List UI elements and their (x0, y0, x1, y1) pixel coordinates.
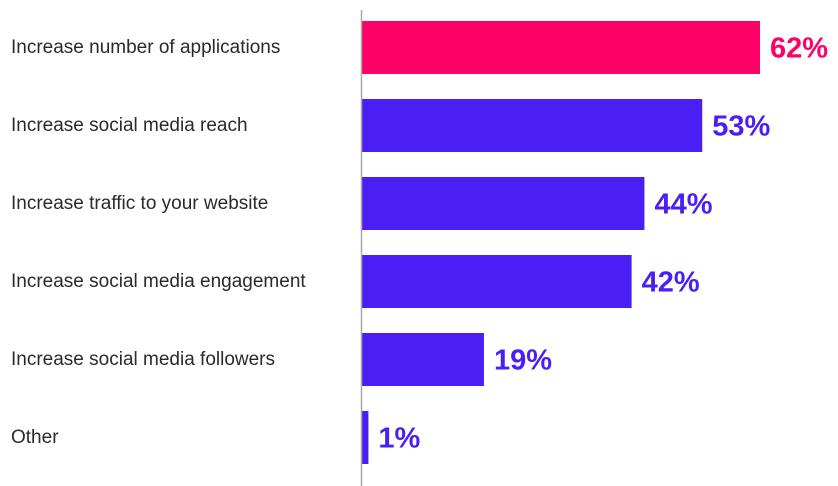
value-label-3: 42% (642, 267, 700, 299)
category-label-1: Increase social media reach (11, 115, 248, 136)
bar-0 (362, 21, 760, 74)
category-label-4: Increase social media followers (11, 349, 275, 370)
bar-1 (362, 99, 703, 152)
bar-5 (362, 411, 369, 464)
bar-4 (362, 333, 484, 386)
category-label-2: Increase traffic to your website (11, 193, 268, 214)
value-label-5: 1% (378, 423, 420, 455)
value-label-0: 62% (770, 33, 828, 65)
bar-2 (362, 177, 645, 230)
bars-group (362, 21, 760, 464)
category-label-0: Increase number of applications (11, 37, 280, 58)
value-label-4: 19% (494, 345, 552, 377)
value-label-2: 44% (654, 189, 712, 221)
bar-3 (362, 255, 632, 308)
category-label-5: Other (11, 427, 59, 448)
value-label-1: 53% (712, 111, 770, 143)
category-label-3: Increase social media engagement (11, 271, 306, 292)
category-labels-group: Increase number of applications Increase … (11, 37, 306, 448)
value-labels-group: 62% 53% 44% 42% 19% 1% (378, 33, 828, 455)
